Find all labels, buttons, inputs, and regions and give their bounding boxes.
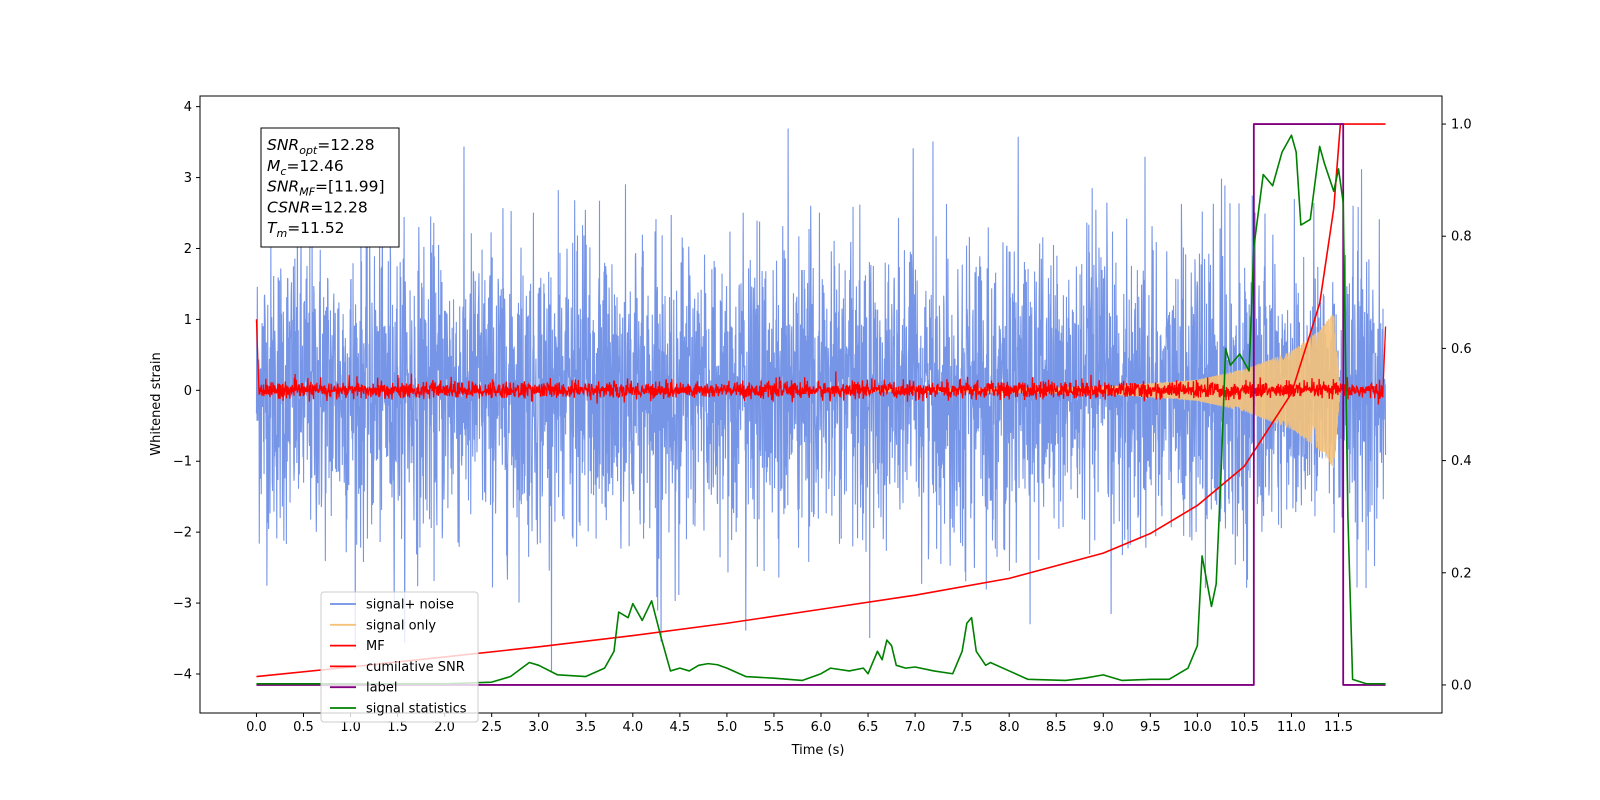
y-tick-label: −4: [173, 667, 192, 682]
legend: signal+ noise signal only MF cumilative SNR…: [320, 591, 479, 723]
y-tick-label: −3: [173, 597, 192, 612]
legend-label: signal statistics: [366, 702, 467, 717]
annotation-line: Mc=12.46: [267, 157, 344, 178]
y2-tick-label: 0.0: [1451, 678, 1472, 693]
y2-tick-label: 0.6: [1451, 342, 1472, 357]
annotation-line: CSNR=12.28: [267, 198, 368, 216]
x-tick-label: 1.5: [387, 720, 408, 735]
x-tick-label: 11.0: [1277, 720, 1306, 735]
x-axis: 0.0 0.5 1.0 1.5 2.0 2.5 3.0 3.5 4.0 4.5 5.0 5.5 6.0 6…: [246, 713, 1353, 735]
x-tick-label: 0.0: [246, 720, 267, 735]
legend-label: signal+ noise: [366, 598, 454, 613]
y-tick-label: −2: [173, 526, 192, 541]
x-tick-label: 1.0: [340, 720, 361, 735]
x-tick-label: 10.5: [1230, 720, 1259, 735]
y-tick-label: 4: [184, 100, 192, 115]
annotation-frame: [260, 127, 400, 248]
y2-tick-label: 0.8: [1451, 230, 1472, 245]
legend-frame: [320, 591, 479, 723]
series-line-label: [256, 123, 1386, 686]
series-line-cumulative-snr: [256, 123, 1386, 678]
y-tick-label: 3: [184, 171, 192, 186]
legend-label: MF: [366, 639, 385, 654]
legend-label: cumilative SNR: [366, 660, 465, 675]
x-tick-label: 8.0: [999, 720, 1020, 735]
x-tick-label: 7.0: [905, 720, 926, 735]
y-tick-label: 2: [184, 242, 192, 257]
y-axis-left: 4 3 2 1 0 −1 −2 −3 −4: [173, 100, 200, 682]
x-tick-label: 7.5: [952, 720, 973, 735]
x-tick-label: 5.5: [764, 720, 785, 735]
x-tick-label: 10.0: [1183, 720, 1212, 735]
x-axis-label: Time (s): [791, 743, 845, 758]
x-tick-label: 6.5: [858, 720, 879, 735]
annotation-line: Tm=11.52: [267, 219, 345, 240]
y-tick-label: 1: [184, 313, 192, 328]
x-tick-label: 3.5: [575, 720, 596, 735]
x-tick-label: 0.5: [293, 720, 314, 735]
series-line-mf: [255, 319, 1387, 405]
y2-tick-label: 0.2: [1451, 566, 1472, 581]
x-tick-label: 4.0: [622, 720, 643, 735]
series-line-signal-noise: [255, 128, 1387, 673]
x-tick-label: 5.0: [717, 720, 738, 735]
x-tick-label: 2.0: [434, 720, 455, 735]
x-tick-label: 9.5: [1140, 720, 1161, 735]
x-tick-label: 3.0: [528, 720, 549, 735]
x-tick-label: 4.5: [670, 720, 691, 735]
x-tick-label: 6.0: [811, 720, 832, 735]
legend-label: signal only: [366, 618, 436, 633]
x-tick-label: 11.5: [1324, 720, 1353, 735]
plot-area: [255, 123, 1387, 686]
series-line-signal-statistics: [256, 134, 1386, 685]
y2-tick-label: 1.0: [1451, 118, 1472, 133]
x-tick-label: 2.5: [481, 720, 502, 735]
annotation-line: SNRMF=[11.99]: [267, 178, 385, 199]
annotation-line: SNRopt=12.28: [267, 136, 375, 157]
y-tick-label: 0: [184, 384, 192, 399]
legend-label: label: [366, 681, 397, 696]
stats-annotation-box: SNRopt=12.28Mc=12.46SNRMF=[11.99]CSNR=12…: [260, 127, 400, 248]
y-axis-right: 1.0 0.8 0.6 0.4 0.2 0.0: [1442, 118, 1472, 693]
y2-tick-label: 0.4: [1451, 454, 1472, 469]
x-tick-label: 8.5: [1046, 720, 1067, 735]
x-tick-label: 9.0: [1093, 720, 1114, 735]
y-axis-label: Whitened strain: [149, 352, 164, 455]
y-tick-label: −1: [173, 455, 192, 470]
